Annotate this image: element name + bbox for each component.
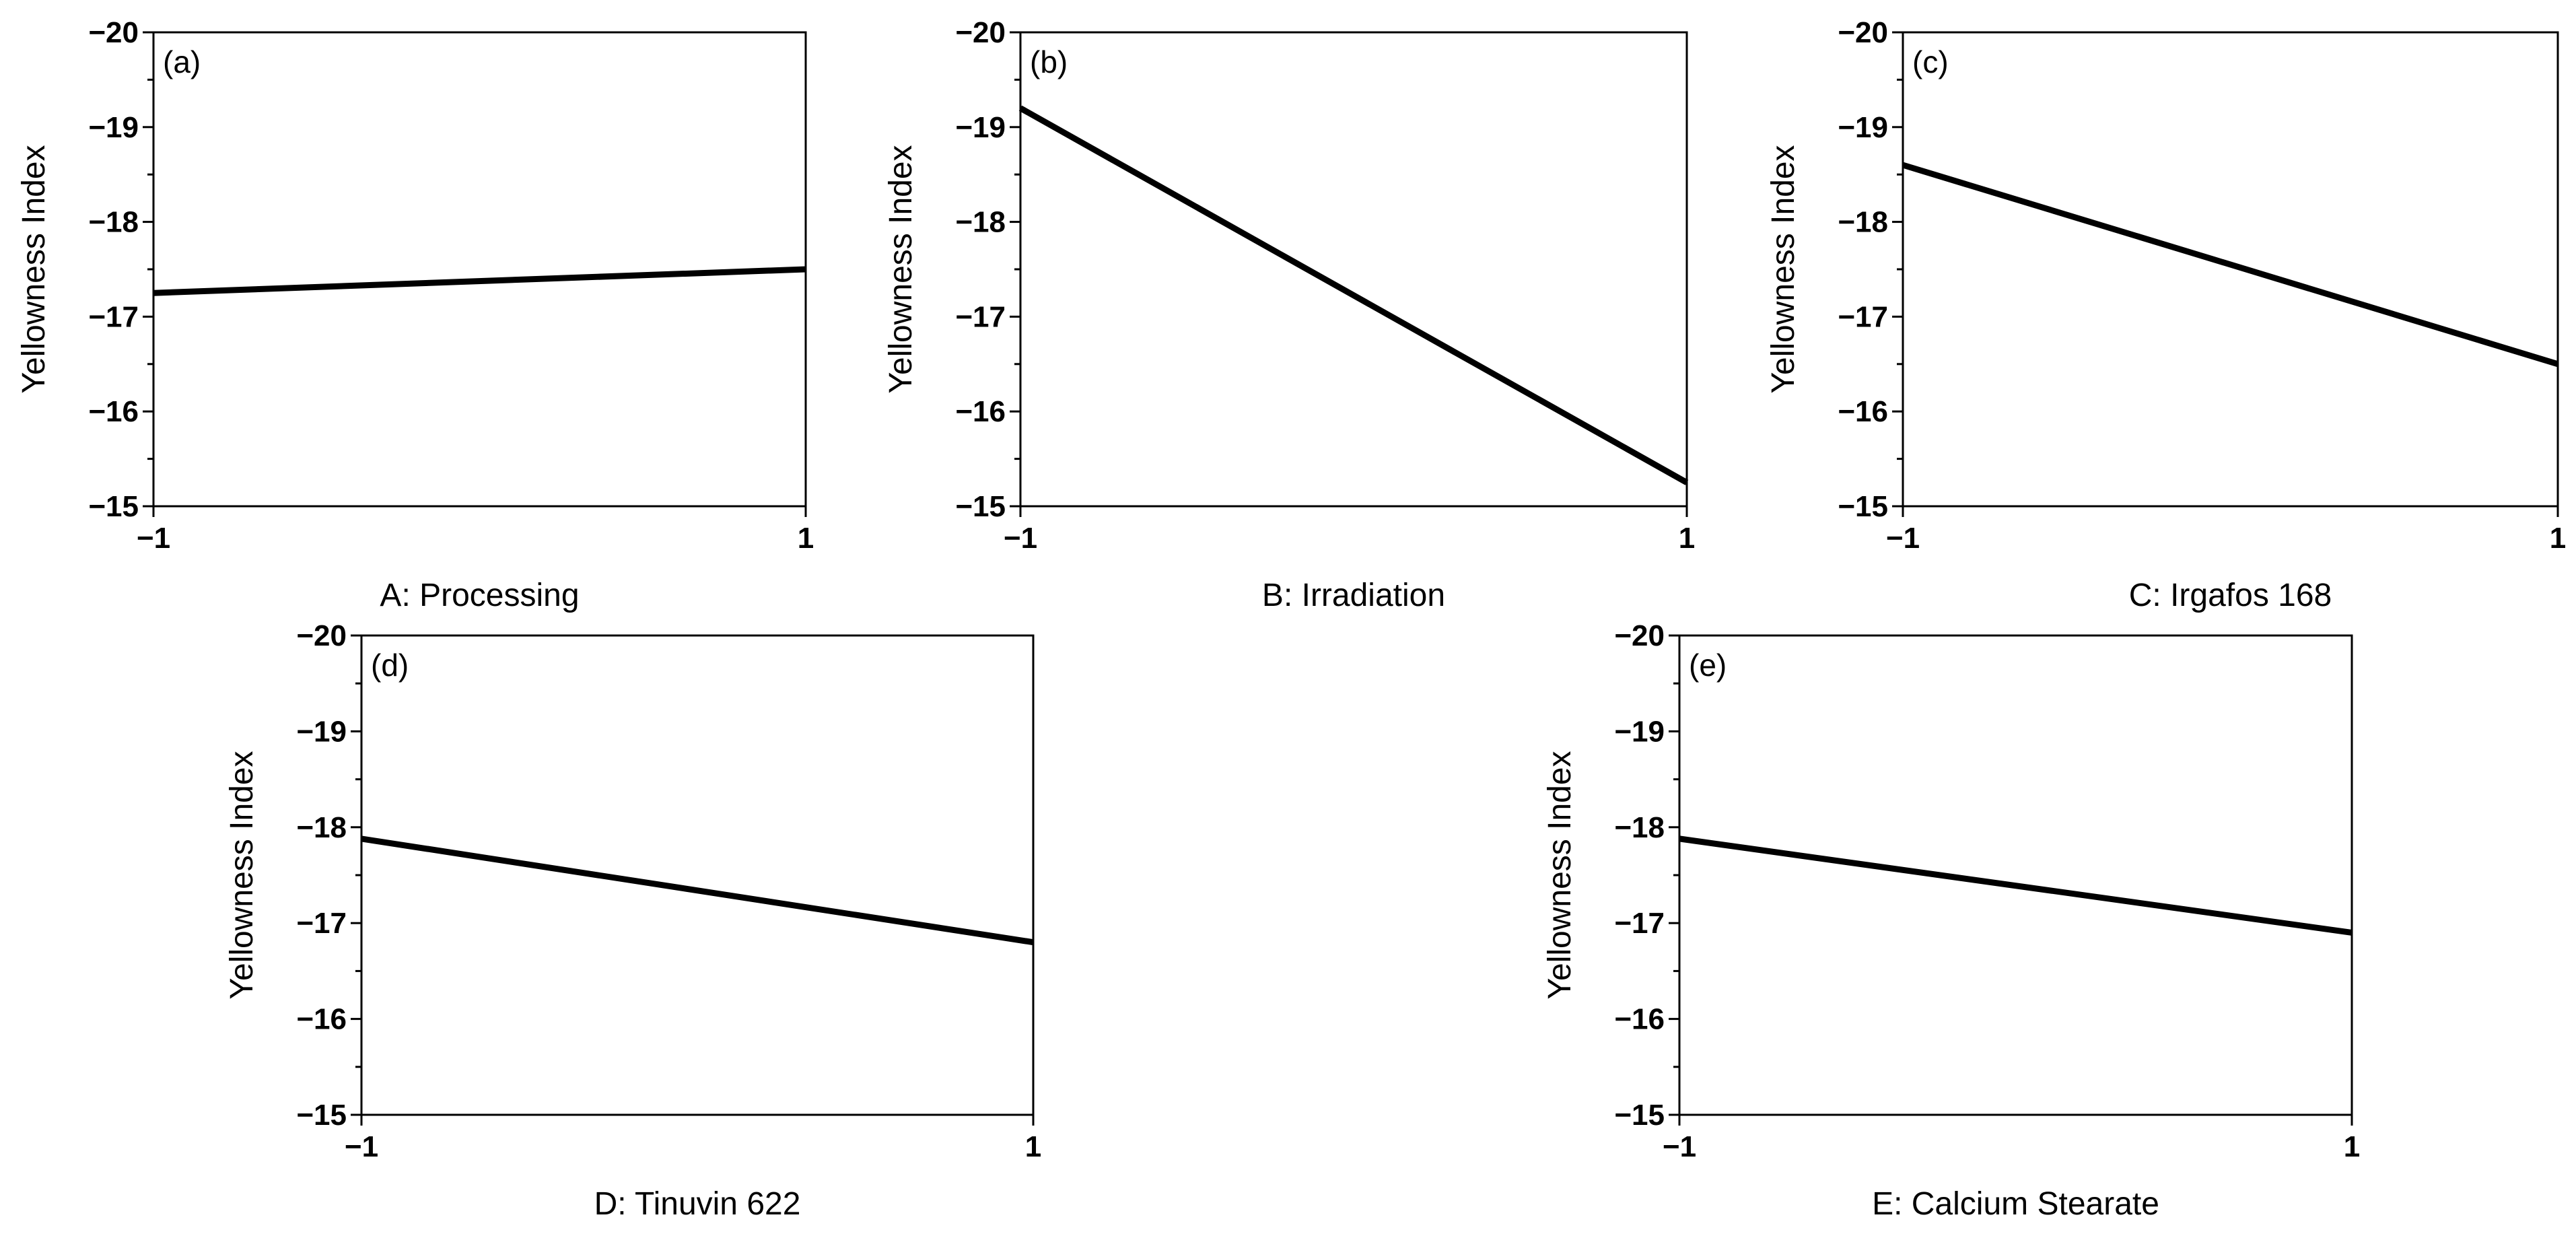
x-tick-label: −1: [1886, 522, 1920, 555]
x-tick-label: 1: [798, 522, 814, 555]
y-tick-label: −16: [1838, 395, 1888, 428]
chart-panel: −20 −19 −18 −17 −16 −15−1 1 Yellowness Index C: …: [1766, 16, 2566, 613]
y-tick-label: −19: [88, 111, 139, 144]
x-axis-title: C: Irgafos 168: [2129, 578, 2332, 613]
chart-panel: −20 −19 −18 −17 −16 −15−1 1 Yellowness Index D: …: [224, 619, 1041, 1222]
panel-label: (a): [163, 44, 201, 79]
y-tick-label: −19: [1614, 715, 1665, 748]
x-tick-label: 1: [2344, 1130, 2360, 1163]
plot-frame: [1902, 31, 2559, 508]
series-line: [153, 266, 806, 296]
y-axis-title: Yellowness Index: [1766, 145, 1801, 393]
y-tick-label: −17: [296, 907, 347, 940]
y-tick-label: −17: [955, 300, 1006, 333]
y-axis-title: Yellowness Index: [1542, 751, 1578, 999]
x-tick-label: 1: [1679, 522, 1695, 555]
panel-label: (b): [1030, 44, 1068, 79]
y-tick-label: −16: [955, 395, 1006, 428]
y-tick-label: −18: [1614, 811, 1665, 844]
y-tick-label: −19: [1838, 111, 1888, 144]
x-tick-label: −1: [1004, 522, 1037, 555]
series-line: [1018, 105, 1689, 485]
x-tick-label: −1: [137, 522, 170, 555]
y-tick-label: −20: [88, 16, 139, 49]
panel-label: (c): [1912, 44, 1949, 79]
series-line: [1679, 835, 2353, 936]
y-tick-label: −16: [1614, 1003, 1665, 1036]
y-tick-label: −16: [296, 1003, 347, 1036]
y-axis-title: Yellowness Index: [16, 145, 52, 393]
x-axis-title: E: Calcium Stearate: [1872, 1186, 2159, 1222]
x-tick-label: 1: [2550, 522, 2566, 555]
series-line: [1902, 162, 2559, 368]
y-tick-label: −16: [88, 395, 139, 428]
x-tick-label: −1: [1663, 1130, 1696, 1163]
x-axis-title: D: Tinuvin 622: [594, 1186, 801, 1222]
y-tick-label: −19: [296, 715, 347, 748]
y-tick-label: −18: [955, 206, 1006, 239]
y-axis-title: Yellowness Index: [883, 145, 919, 393]
chart-panel: −20 −19 −18 −17 −16 −15−1 1 Yellowness Index E: …: [1542, 619, 2360, 1222]
plot-frame: [360, 634, 1035, 1116]
plot-frame: [1019, 31, 1688, 508]
y-axis-title: Yellowness Index: [224, 751, 260, 999]
panel-label: (e): [1689, 648, 1727, 683]
y-tick-label: −15: [955, 490, 1006, 523]
y-tick-label: −18: [88, 206, 139, 239]
y-tick-label: −20: [1614, 619, 1665, 652]
plot-frame: [1678, 634, 2353, 1116]
y-tick-label: −15: [88, 490, 139, 523]
y-tick-label: −18: [1838, 206, 1888, 239]
y-tick-label: −17: [1614, 907, 1665, 940]
x-axis-title: B: Irradiation: [1262, 578, 1445, 613]
y-tick-label: −15: [296, 1099, 347, 1132]
chart-panel: −20 −19 −18 −17 −16 −15−1 1 Yellowness Index A: …: [16, 16, 814, 613]
y-tick-label: −18: [296, 811, 347, 844]
plot-frame: [152, 31, 807, 508]
y-tick-label: −15: [1614, 1099, 1665, 1132]
y-tick-label: −20: [1838, 16, 1888, 49]
x-axis-title: A: Processing: [380, 578, 579, 613]
y-tick-label: −19: [955, 111, 1006, 144]
y-tick-label: −17: [88, 300, 139, 333]
series-line: [361, 835, 1034, 946]
x-tick-label: −1: [345, 1130, 378, 1163]
y-tick-label: −15: [1838, 490, 1888, 523]
y-tick-label: −20: [296, 619, 347, 652]
panel-label: (d): [371, 648, 409, 683]
y-tick-label: −20: [955, 16, 1006, 49]
x-tick-label: 1: [1025, 1130, 1041, 1163]
y-tick-label: −17: [1838, 300, 1888, 333]
chart-panel: −20 −19 −18 −17 −16 −15−1 1 Yellowness Index B: …: [883, 16, 1695, 613]
